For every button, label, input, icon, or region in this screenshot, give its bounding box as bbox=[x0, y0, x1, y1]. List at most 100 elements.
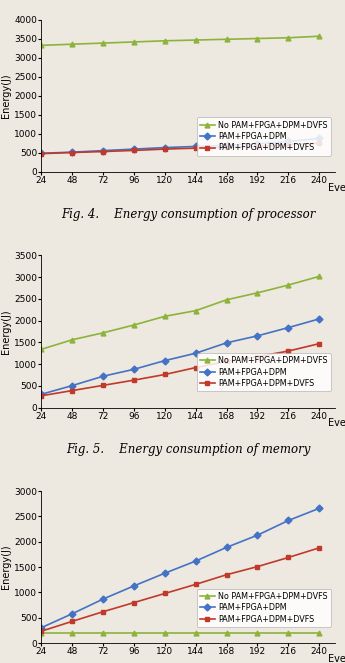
No PAM+FPGA+DPM+DVFS bbox=[70, 335, 74, 343]
No PAM+FPGA+DPM+DVFS bbox=[317, 32, 321, 40]
Line: PAM+FPGA+DPM: PAM+FPGA+DPM bbox=[39, 316, 322, 396]
PAM+FPGA+DPM bbox=[317, 505, 321, 512]
No PAM+FPGA+DPM+DVFS bbox=[194, 629, 198, 637]
PAM+FPGA+DPM+DVFS bbox=[163, 589, 167, 597]
PAM+FPGA+DPM+DVFS bbox=[255, 143, 259, 151]
No PAM+FPGA+DPM+DVFS bbox=[70, 40, 74, 48]
PAM+FPGA+DPM bbox=[255, 531, 259, 539]
X-axis label: Events/days: Events/days bbox=[328, 182, 345, 192]
No PAM+FPGA+DPM+DVFS bbox=[101, 329, 105, 337]
No PAM+FPGA+DPM+DVFS bbox=[255, 289, 259, 297]
PAM+FPGA+DPM bbox=[70, 610, 74, 618]
PAM+FPGA+DPM bbox=[317, 315, 321, 323]
No PAM+FPGA+DPM+DVFS bbox=[39, 41, 43, 49]
Line: PAM+FPGA+DPM: PAM+FPGA+DPM bbox=[39, 506, 322, 630]
No PAM+FPGA+DPM+DVFS bbox=[194, 307, 198, 315]
PAM+FPGA+DPM bbox=[132, 582, 136, 590]
X-axis label: Events/days: Events/days bbox=[328, 654, 345, 663]
PAM+FPGA+DPM bbox=[194, 349, 198, 357]
PAM+FPGA+DPM+DVFS bbox=[163, 145, 167, 153]
PAM+FPGA+DPM+DVFS bbox=[132, 599, 136, 607]
PAM+FPGA+DPM bbox=[101, 595, 105, 603]
PAM+FPGA+DPM bbox=[225, 141, 229, 149]
PAM+FPGA+DPM+DVFS bbox=[70, 149, 74, 156]
No PAM+FPGA+DPM+DVFS bbox=[101, 39, 105, 47]
PAM+FPGA+DPM bbox=[132, 365, 136, 373]
PAM+FPGA+DPM bbox=[101, 372, 105, 380]
PAM+FPGA+DPM+DVFS bbox=[286, 141, 290, 149]
X-axis label: Events/days: Events/days bbox=[328, 418, 345, 428]
No PAM+FPGA+DPM+DVFS bbox=[286, 34, 290, 42]
PAM+FPGA+DPM bbox=[70, 148, 74, 156]
Line: PAM+FPGA+DPM+DVFS: PAM+FPGA+DPM+DVFS bbox=[39, 141, 322, 156]
PAM+FPGA+DPM bbox=[194, 143, 198, 151]
No PAM+FPGA+DPM+DVFS bbox=[39, 629, 43, 637]
PAM+FPGA+DPM+DVFS bbox=[317, 544, 321, 552]
PAM+FPGA+DPM bbox=[163, 570, 167, 577]
PAM+FPGA+DPM+DVFS bbox=[101, 148, 105, 156]
PAM+FPGA+DPM bbox=[163, 144, 167, 152]
No PAM+FPGA+DPM+DVFS bbox=[194, 36, 198, 44]
PAM+FPGA+DPM+DVFS bbox=[317, 139, 321, 147]
Legend: No PAM+FPGA+DPM+DVFS, PAM+FPGA+DPM, PAM+FPGA+DPM+DVFS: No PAM+FPGA+DPM+DVFS, PAM+FPGA+DPM, PAM+… bbox=[197, 589, 331, 627]
PAM+FPGA+DPM+DVFS bbox=[194, 144, 198, 152]
Line: PAM+FPGA+DPM+DVFS: PAM+FPGA+DPM+DVFS bbox=[39, 341, 322, 398]
PAM+FPGA+DPM+DVFS bbox=[39, 150, 43, 158]
PAM+FPGA+DPM bbox=[39, 391, 43, 398]
PAM+FPGA+DPM+DVFS bbox=[70, 387, 74, 394]
PAM+FPGA+DPM+DVFS bbox=[132, 147, 136, 154]
Legend: No PAM+FPGA+DPM+DVFS, PAM+FPGA+DPM, PAM+FPGA+DPM+DVFS: No PAM+FPGA+DPM+DVFS, PAM+FPGA+DPM, PAM+… bbox=[197, 353, 331, 391]
PAM+FPGA+DPM+DVFS bbox=[70, 617, 74, 625]
PAM+FPGA+DPM bbox=[101, 147, 105, 154]
No PAM+FPGA+DPM+DVFS bbox=[317, 629, 321, 637]
PAM+FPGA+DPM+DVFS bbox=[286, 554, 290, 562]
PAM+FPGA+DPM bbox=[317, 135, 321, 143]
PAM+FPGA+DPM+DVFS bbox=[101, 608, 105, 616]
PAM+FPGA+DPM+DVFS bbox=[39, 627, 43, 635]
PAM+FPGA+DPM bbox=[286, 324, 290, 332]
PAM+FPGA+DPM bbox=[255, 140, 259, 148]
No PAM+FPGA+DPM+DVFS bbox=[255, 629, 259, 637]
PAM+FPGA+DPM+DVFS bbox=[225, 357, 229, 365]
Line: PAM+FPGA+DPM+DVFS: PAM+FPGA+DPM+DVFS bbox=[39, 546, 322, 634]
PAM+FPGA+DPM+DVFS bbox=[163, 371, 167, 379]
PAM+FPGA+DPM bbox=[286, 137, 290, 145]
No PAM+FPGA+DPM+DVFS bbox=[163, 37, 167, 45]
Line: No PAM+FPGA+DPM+DVFS: No PAM+FPGA+DPM+DVFS bbox=[39, 34, 322, 48]
PAM+FPGA+DPM bbox=[286, 516, 290, 524]
No PAM+FPGA+DPM+DVFS bbox=[286, 281, 290, 289]
PAM+FPGA+DPM+DVFS bbox=[286, 347, 290, 355]
No PAM+FPGA+DPM+DVFS bbox=[132, 38, 136, 46]
Legend: No PAM+FPGA+DPM+DVFS, PAM+FPGA+DPM, PAM+FPGA+DPM+DVFS: No PAM+FPGA+DPM+DVFS, PAM+FPGA+DPM, PAM+… bbox=[197, 117, 331, 156]
Line: No PAM+FPGA+DPM+DVFS: No PAM+FPGA+DPM+DVFS bbox=[39, 631, 322, 635]
No PAM+FPGA+DPM+DVFS bbox=[163, 312, 167, 320]
Title: Fig. 5.    Energy consumption of memory: Fig. 5. Energy consumption of memory bbox=[66, 444, 310, 456]
No PAM+FPGA+DPM+DVFS bbox=[286, 629, 290, 637]
Line: PAM+FPGA+DPM: PAM+FPGA+DPM bbox=[39, 136, 322, 156]
PAM+FPGA+DPM bbox=[70, 382, 74, 390]
No PAM+FPGA+DPM+DVFS bbox=[132, 321, 136, 329]
Y-axis label: Energy(J): Energy(J) bbox=[1, 545, 11, 589]
No PAM+FPGA+DPM+DVFS bbox=[101, 629, 105, 637]
No PAM+FPGA+DPM+DVFS bbox=[255, 34, 259, 42]
PAM+FPGA+DPM+DVFS bbox=[225, 143, 229, 151]
Y-axis label: Energy(J): Energy(J) bbox=[1, 309, 11, 354]
No PAM+FPGA+DPM+DVFS bbox=[70, 629, 74, 637]
No PAM+FPGA+DPM+DVFS bbox=[132, 629, 136, 637]
PAM+FPGA+DPM+DVFS bbox=[194, 363, 198, 371]
PAM+FPGA+DPM bbox=[163, 357, 167, 365]
No PAM+FPGA+DPM+DVFS bbox=[39, 345, 43, 353]
Title: Fig. 4.    Energy consumption of processor: Fig. 4. Energy consumption of processor bbox=[61, 208, 315, 221]
Line: No PAM+FPGA+DPM+DVFS: No PAM+FPGA+DPM+DVFS bbox=[39, 274, 322, 352]
Y-axis label: Energy(J): Energy(J) bbox=[1, 74, 11, 118]
PAM+FPGA+DPM+DVFS bbox=[101, 381, 105, 389]
No PAM+FPGA+DPM+DVFS bbox=[225, 629, 229, 637]
PAM+FPGA+DPM+DVFS bbox=[225, 571, 229, 579]
PAM+FPGA+DPM bbox=[225, 544, 229, 552]
PAM+FPGA+DPM bbox=[225, 339, 229, 347]
No PAM+FPGA+DPM+DVFS bbox=[163, 629, 167, 637]
No PAM+FPGA+DPM+DVFS bbox=[225, 296, 229, 304]
PAM+FPGA+DPM+DVFS bbox=[255, 563, 259, 571]
PAM+FPGA+DPM+DVFS bbox=[132, 376, 136, 384]
PAM+FPGA+DPM bbox=[39, 149, 43, 157]
